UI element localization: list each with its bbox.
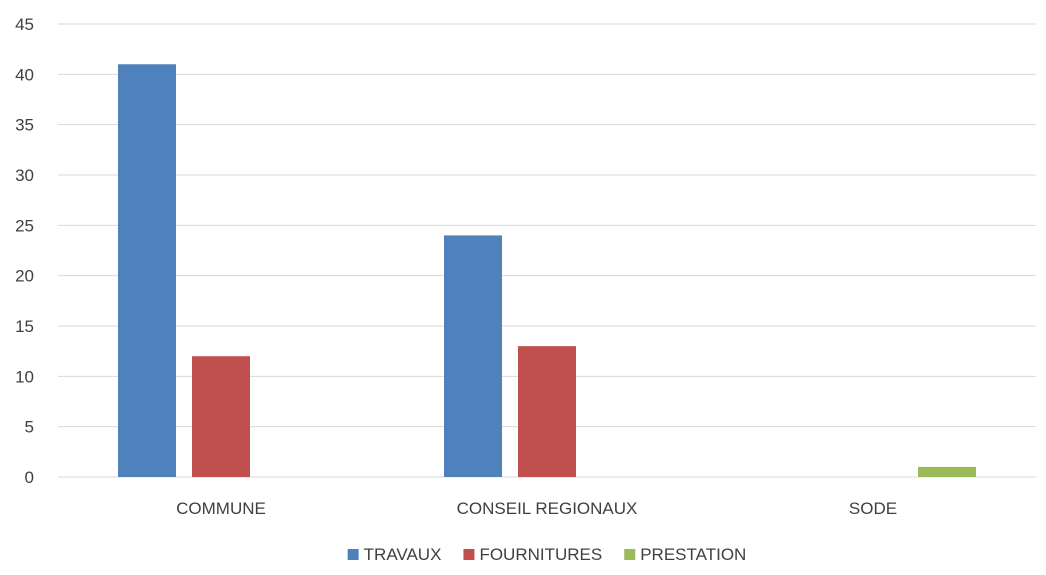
- y-tick-label: 0: [25, 468, 34, 487]
- y-tick-label: 45: [15, 15, 34, 34]
- y-tick-label: 20: [15, 267, 34, 286]
- bar-travaux-conseil-regionaux: [444, 235, 502, 477]
- bar-prestation-sode: [918, 466, 976, 477]
- y-tick-label: 10: [15, 367, 34, 386]
- x-axis-tick-labels: COMMUNE CONSEIL REGIONAUX SODE: [176, 499, 897, 518]
- legend-swatch: [347, 549, 359, 560]
- bar-travaux-commune: [118, 64, 176, 478]
- legend-swatch: [624, 549, 636, 560]
- y-tick-label: 40: [15, 65, 34, 84]
- bar-fournitures-conseil-regionaux: [518, 346, 576, 477]
- legend-item-prestation: PRESTATION: [624, 545, 746, 564]
- legend-label: PRESTATION: [640, 545, 746, 564]
- x-tick-label: COMMUNE: [176, 499, 266, 518]
- bar-fournitures-commune: [192, 356, 250, 477]
- x-tick-label: CONSEIL REGIONAUX: [457, 499, 638, 518]
- legend-swatch: [463, 549, 475, 560]
- legend-item-travaux: TRAVAUX: [347, 545, 442, 564]
- y-tick-label: 30: [15, 166, 34, 185]
- legend: TRAVAUX FOURNITURES PRESTATION: [347, 545, 746, 564]
- y-tick-label: 5: [25, 418, 34, 437]
- legend-label: FOURNITURES: [479, 545, 602, 564]
- x-tick-label: SODE: [849, 499, 897, 518]
- y-tick-label: 35: [15, 116, 34, 135]
- bars: [118, 64, 976, 478]
- y-tick-label: 15: [15, 317, 34, 336]
- y-tick-label: 25: [15, 216, 34, 235]
- legend-item-fournitures: FOURNITURES: [463, 545, 602, 564]
- legend-label: TRAVAUX: [364, 545, 442, 564]
- y-axis-tick-labels: 0 5 10 15 20 25 30 35 40 45: [15, 15, 34, 487]
